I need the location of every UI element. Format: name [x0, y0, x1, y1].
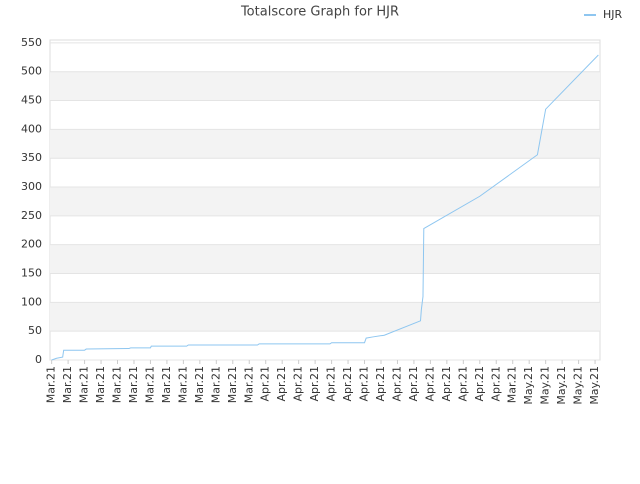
x-tick-label: Mar.21: [78, 366, 91, 403]
x-tick-label: Apr.21: [292, 366, 305, 402]
x-tick-label: Mar.21: [209, 366, 222, 403]
y-tick-label: 250: [21, 209, 42, 222]
y-tick-label: 450: [21, 94, 42, 107]
grid-band: [50, 187, 600, 216]
x-tick-label: Mar.21: [242, 366, 255, 403]
y-tick-label: 500: [21, 65, 42, 78]
x-tick-label: May.21: [522, 366, 535, 405]
x-tick-label: Mar.21: [127, 366, 140, 403]
x-tick-label: Apr.21: [259, 366, 272, 402]
x-tick-label: Mar.21: [506, 366, 519, 403]
y-tick-label: 150: [21, 267, 42, 280]
x-tick-label: Apr.21: [358, 366, 371, 402]
grid-band: [50, 302, 600, 332]
line: [51, 54, 599, 361]
x-tick-label: Mar.21: [111, 366, 124, 403]
x-tick-label: May.21: [555, 366, 568, 405]
x-tick-label: Mar.21: [45, 366, 58, 403]
x-tick-label: Apr.21: [325, 366, 338, 402]
x-tick-label: May.21: [588, 366, 601, 405]
y-tick-label: 550: [21, 36, 42, 49]
x-tick-label: May.21: [539, 366, 552, 405]
x-tick-label: Apr.21: [456, 366, 469, 402]
x-tick-label: May.21: [572, 366, 585, 405]
grid-band: [50, 244, 600, 274]
x-tick-label: Mar.21: [143, 366, 156, 403]
x-tick-label: Apr.21: [374, 366, 387, 402]
x-tick-label: Mar.21: [176, 366, 189, 403]
x-tick-label: Apr.21: [489, 366, 502, 402]
chart-title: Totalscore Graph for HJR: [240, 5, 399, 20]
legend-label: HJR: [603, 8, 623, 21]
x-tick-label: Mar.21: [193, 366, 206, 403]
y-tick-label: 400: [21, 122, 42, 135]
x-tick-label: Mar.21: [94, 366, 107, 403]
grid-band: [50, 71, 600, 101]
x-tick-label: Apr.21: [308, 366, 321, 402]
x-tick-label: Apr.21: [473, 366, 486, 402]
y-tick-label: 100: [21, 295, 42, 308]
x-tick-label: Mar.21: [226, 366, 239, 403]
x-tick-label: Apr.21: [390, 366, 403, 402]
x-tick-label: Mar.21: [61, 366, 74, 403]
y-tick-label: 50: [28, 324, 42, 337]
x-tick-label: Apr.21: [423, 366, 436, 402]
grid-band: [50, 129, 600, 159]
y-tick-label: 300: [21, 180, 42, 193]
x-tick-label: Mar.21: [160, 366, 173, 403]
x-tick-label: Apr.21: [341, 366, 354, 402]
y-tick-label: 200: [21, 238, 42, 251]
y-tick-label: 350: [21, 151, 42, 164]
x-tick-label: Apr.21: [275, 366, 288, 402]
y-tick-label: 0: [35, 353, 42, 366]
x-tick-label: Apr.21: [440, 366, 453, 402]
x-tick-label: Apr.21: [407, 366, 420, 402]
